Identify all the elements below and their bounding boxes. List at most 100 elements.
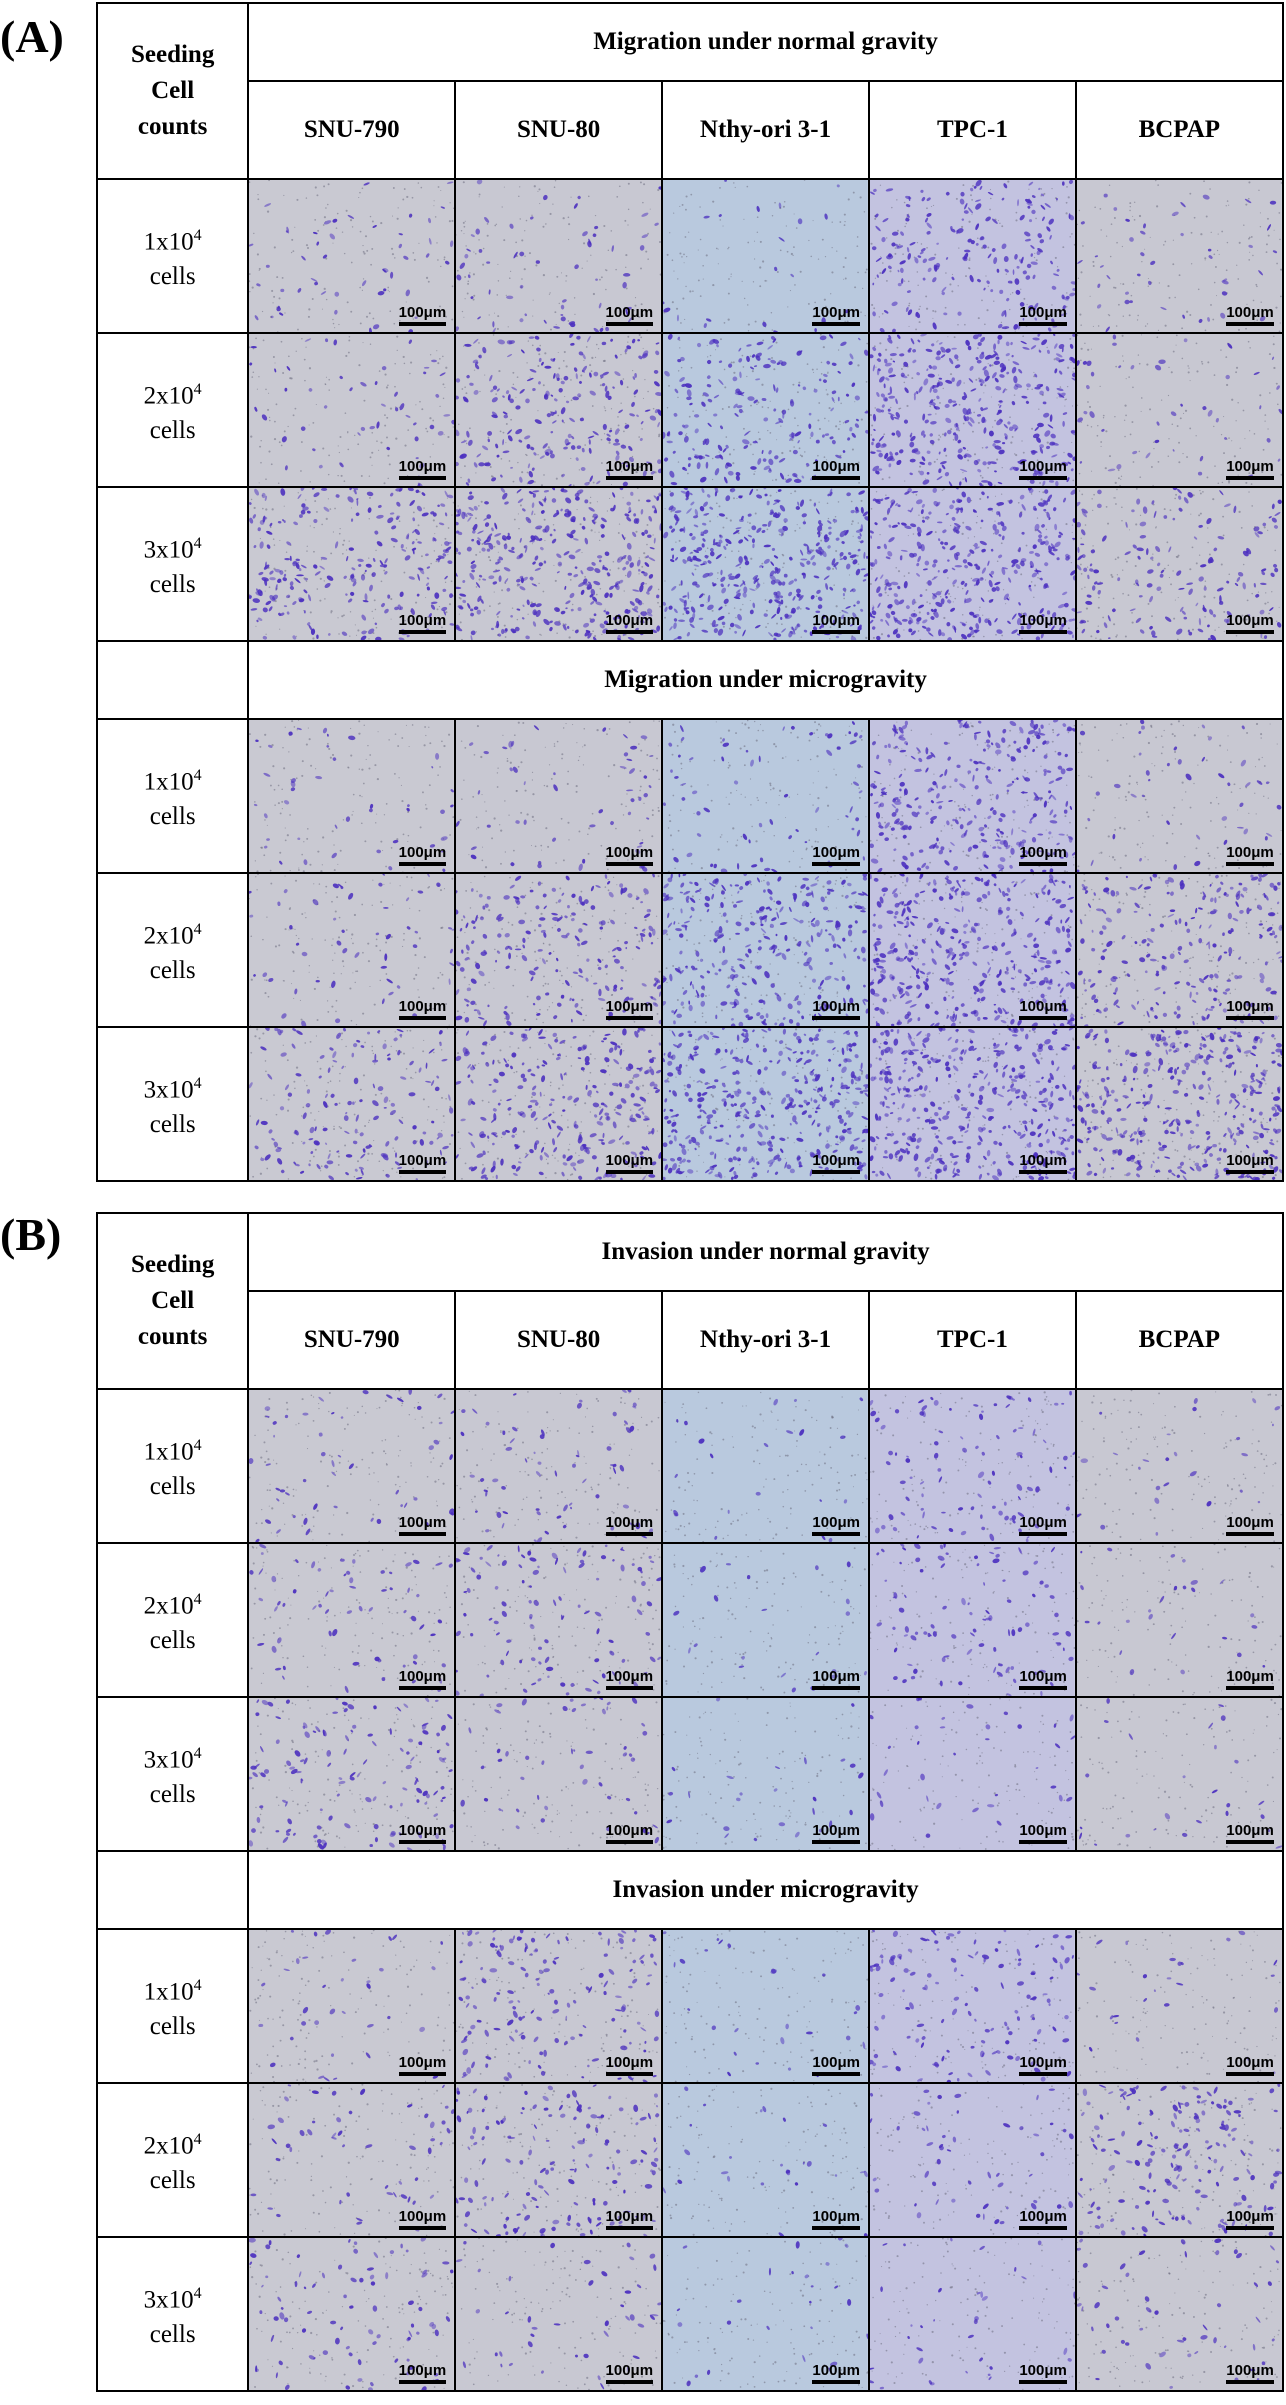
scale-bar-line: [812, 1016, 860, 1020]
scale-bar: 100μm: [1226, 1668, 1274, 1690]
seeding-count-value: 3x104: [98, 1066, 247, 1107]
scale-bar-line: [812, 322, 860, 326]
micrograph-image: [663, 2238, 868, 2390]
micrograph-image: [869, 488, 1075, 640]
seeding-count-exponent: 4: [193, 226, 202, 244]
scale-bar-line: [1019, 2380, 1067, 2384]
micrograph-cell: 100μm: [867, 2082, 1077, 2238]
scale-bar-line: [1226, 1170, 1274, 1174]
seeding-row: 1x104 cells 100μm 100μm 100μm 100μm 100μm: [95, 178, 1284, 334]
micrograph-frame: 100μm: [869, 1028, 1075, 1180]
scale-bar-line: [1019, 862, 1067, 866]
scale-bar: 100μm: [605, 304, 654, 326]
scale-bar-label: 100μm: [398, 458, 447, 475]
micrograph-image: [456, 1028, 662, 1180]
micrograph-frame: 100μm: [869, 720, 1075, 872]
scale-bar: 100μm: [398, 998, 447, 1020]
scale-bar: 100μm: [1226, 458, 1274, 480]
scale-bar-line: [1226, 630, 1274, 634]
scale-bar-line: [1226, 476, 1274, 480]
scale-bar-line: [812, 2380, 860, 2384]
scale-bar-line: [812, 1686, 860, 1690]
scale-bar-line: [605, 1686, 654, 1690]
seeding-row: 3x104 cells 100μm 100μm 100μm 100μm 100μm: [95, 1026, 1284, 1182]
seeding-count-value: 3x104: [98, 1736, 247, 1777]
micrograph-image: [1076, 2238, 1282, 2390]
seeding-count-unit: cells: [149, 2167, 196, 2195]
micrograph-cell: 100μm: [247, 486, 457, 642]
scale-bar-line: [1226, 2380, 1274, 2384]
scale-bar-label: 100μm: [812, 1822, 860, 1839]
scale-bar-label: 100μm: [605, 1514, 654, 1531]
seeding-count-exponent: 4: [193, 534, 202, 552]
micrograph-frame: 100μm: [663, 1028, 868, 1180]
scale-bar-label: 100μm: [398, 2362, 447, 2379]
seeding-count-unit: cells: [149, 1473, 196, 1501]
micrograph-image: [1076, 1930, 1282, 2082]
micrograph-frame: 100μm: [456, 2238, 662, 2390]
micrograph-frame: 100μm: [456, 1028, 662, 1180]
micrograph-cell: 100μm: [661, 486, 870, 642]
scale-bar: 100μm: [1226, 844, 1274, 866]
micrograph-frame: 100μm: [663, 2084, 868, 2236]
scale-bar-label: 100μm: [605, 1668, 654, 1685]
scale-bar: 100μm: [605, 1822, 654, 1844]
scale-bar-label: 100μm: [605, 2054, 654, 2071]
seeding-count-unit: cells: [149, 803, 196, 831]
micrograph-cell: 100μm: [1074, 2082, 1284, 2238]
micrograph-frame: 100μm: [869, 1390, 1075, 1542]
micrograph-cell: 100μm: [1074, 1928, 1284, 2084]
micrograph-cell: 100μm: [247, 1928, 457, 2084]
micrograph-cell: 100μm: [661, 178, 870, 334]
seeding-count-label: 1x104 cells: [95, 1928, 250, 2084]
seeding-count-label: 2x104 cells: [95, 2082, 250, 2238]
scale-bar-label: 100μm: [812, 998, 860, 1015]
micrograph-cell: 100μm: [661, 2082, 870, 2238]
scale-bar: 100μm: [812, 1822, 860, 1844]
scale-bar: 100μm: [605, 2362, 654, 2384]
scale-bar-line: [605, 1016, 654, 1020]
micrograph-frame: 100μm: [249, 488, 455, 640]
scale-bar: 100μm: [398, 844, 447, 866]
cell-line-column-header: Nthy-ori 3-1: [661, 1290, 870, 1390]
seeding-count-exponent: 4: [193, 1590, 202, 1608]
scale-bar: 100μm: [398, 1152, 447, 1174]
scale-bar-label: 100μm: [398, 612, 447, 629]
micrograph-cell: 100μm: [1074, 332, 1284, 488]
scale-bar-line: [812, 1170, 860, 1174]
micrograph-cell: 100μm: [454, 2082, 664, 2238]
corner-header-line: Cell: [151, 1287, 195, 1314]
micrograph-image: [249, 180, 455, 332]
micrograph-frame: 100μm: [869, 180, 1075, 332]
micrograph-frame: 100μm: [1076, 334, 1282, 486]
seeding-count-unit: cells: [149, 263, 196, 291]
micrograph-image: [456, 720, 662, 872]
micrograph-image: [1076, 1390, 1282, 1542]
seeding-count-exponent: 4: [193, 2130, 202, 2148]
scale-bar-line: [1226, 2072, 1274, 2076]
seeding-count-exponent: 4: [193, 1976, 202, 1994]
micrograph-image: [869, 1028, 1075, 1180]
scale-bar-line: [398, 1170, 447, 1174]
scale-bar-label: 100μm: [605, 304, 654, 321]
scale-bar-label: 100μm: [1226, 1668, 1274, 1685]
scale-bar-line: [398, 2226, 447, 2230]
scale-bar-line: [605, 322, 654, 326]
micrograph-image: [249, 2084, 455, 2236]
scale-bar-line: [812, 476, 860, 480]
scale-bar: 100μm: [1226, 2054, 1274, 2076]
scale-bar-label: 100μm: [605, 1152, 654, 1169]
scale-bar-label: 100μm: [1019, 1152, 1067, 1169]
micrograph-image: [249, 1028, 455, 1180]
seeding-cell-counts-header: Seeding Cell counts: [95, 1212, 250, 1390]
micrograph-image: [1076, 1698, 1282, 1850]
micrograph-image: [663, 1390, 868, 1542]
micrograph-frame: 100μm: [249, 180, 455, 332]
micrograph-cell: 100μm: [247, 872, 457, 1028]
scale-bar-label: 100μm: [1226, 2208, 1274, 2225]
micrograph-cell: 100μm: [867, 332, 1077, 488]
figure-table: Seeding Cell counts Migration under normal …: [95, 2, 1284, 1182]
scale-bar: 100μm: [1019, 998, 1067, 1020]
micrograph-frame: 100μm: [1076, 1390, 1282, 1542]
micrograph-frame: 100μm: [663, 1544, 868, 1696]
